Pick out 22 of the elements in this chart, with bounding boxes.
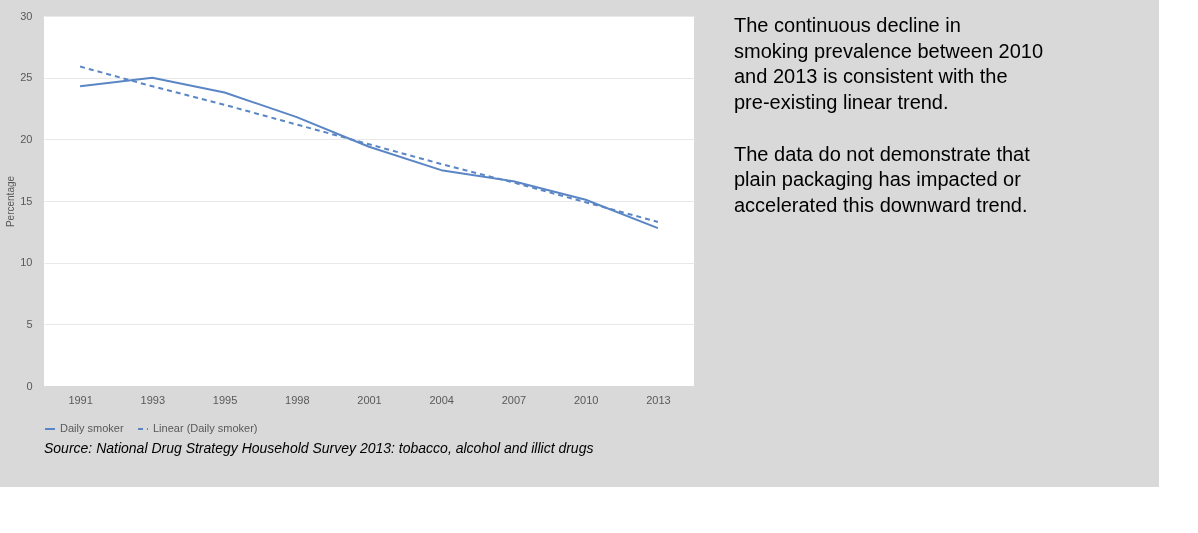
legend-label: Daily smoker [60, 422, 124, 434]
x-tick-label: 2013 [646, 393, 671, 406]
y-tick-label: 20 [20, 132, 33, 145]
x-tick-label: 2007 [501, 393, 527, 406]
y-tick-label: 30 [20, 9, 33, 22]
text: The continuous decline in smoking prevalence between 2010 and 2013 is consistent with the pre-existing linear trend. [734, 14, 1044, 114]
y-tick-label: 25 [20, 71, 33, 84]
source-note: Source: National Drug Strategy Household Survey 2013: tobacco, alcohol and illict drugs [44, 440, 594, 456]
y-tick-label: 15 [20, 194, 33, 207]
text: The data do not demonstrate that plain packaging has impacted or accelerated this downward trend. [734, 142, 1031, 216]
x-tick-label: 2001 [357, 393, 382, 406]
x-tick-label: 1995 [212, 393, 238, 406]
y-tick-label: 0 [26, 379, 33, 392]
x-tick-label: 1998 [285, 393, 310, 406]
x-tick-label: 1993 [140, 393, 166, 406]
x-tick-label: 2010 [573, 393, 599, 406]
y-axis-title: Percentage [5, 175, 17, 228]
x-tick-label: 2004 [429, 393, 454, 406]
x-tick-label: 1991 [68, 393, 93, 406]
legend-label: Linear (Daily smoker) [153, 422, 258, 434]
y-tick-label: 10 [20, 256, 33, 269]
y-tick-label: 5 [26, 317, 33, 330]
